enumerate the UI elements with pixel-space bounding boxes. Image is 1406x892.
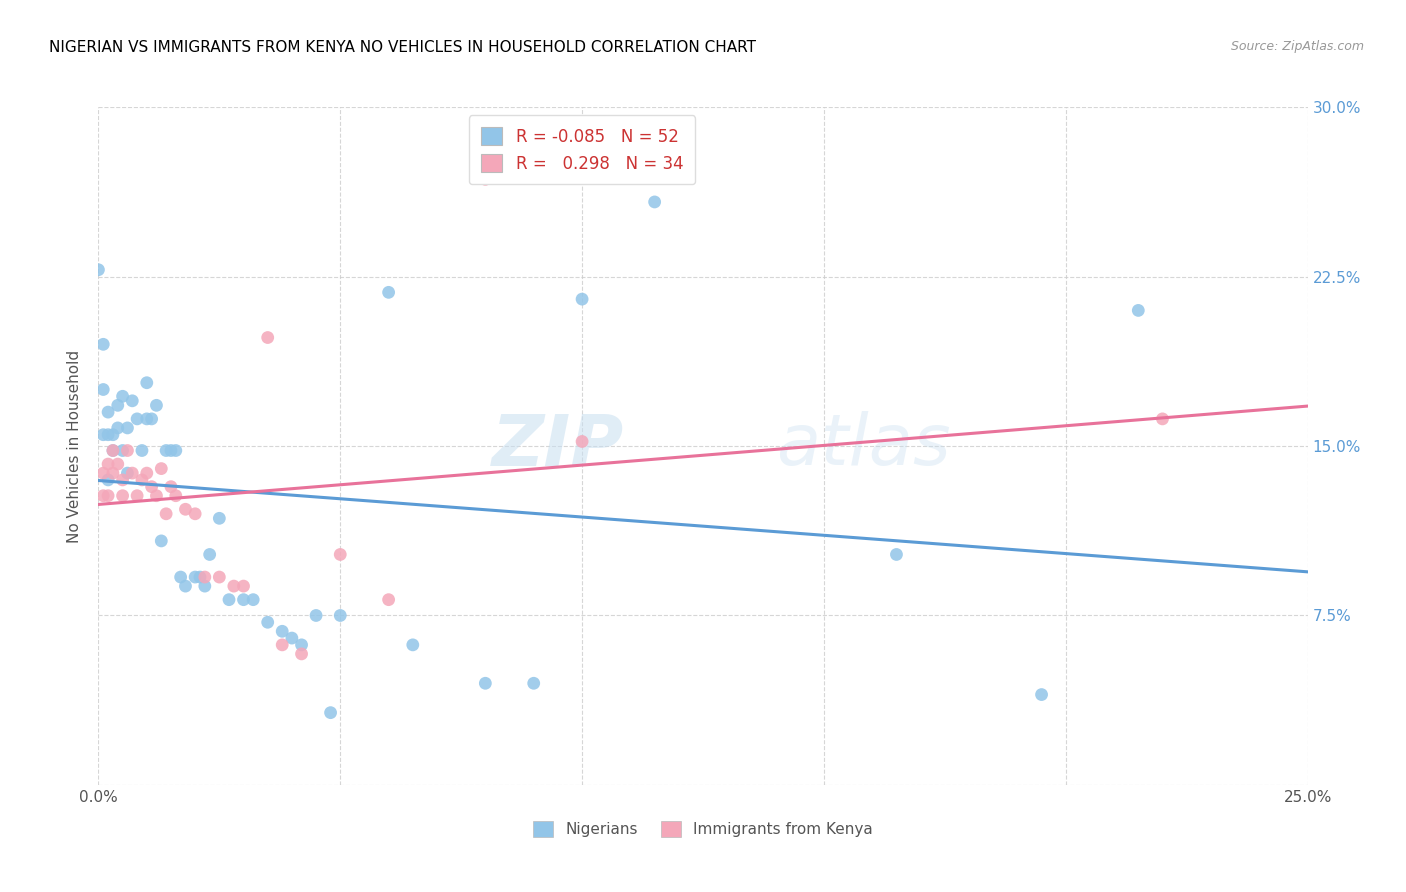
Point: [198, 548, 221, 562]
Point: [87, 262, 110, 277]
Point: [256, 330, 278, 344]
Point: [886, 548, 908, 562]
Point: [208, 570, 231, 584]
Point: [111, 489, 134, 503]
Point: [188, 570, 211, 584]
Point: [111, 389, 134, 403]
Point: [169, 570, 191, 584]
Point: [523, 676, 546, 690]
Point: [571, 292, 593, 306]
Point: [91, 337, 114, 351]
Point: [150, 533, 173, 548]
Point: [135, 376, 157, 390]
Point: [107, 457, 129, 471]
Point: [194, 579, 217, 593]
Point: [107, 421, 129, 435]
Point: [121, 466, 143, 480]
Point: [174, 579, 197, 593]
Point: [271, 638, 294, 652]
Point: [305, 608, 328, 623]
Text: NIGERIAN VS IMMIGRANTS FROM KENYA NO VEHICLES IN HOUSEHOLD CORRELATION CHART: NIGERIAN VS IMMIGRANTS FROM KENYA NO VEH…: [49, 40, 756, 55]
Point: [218, 592, 240, 607]
Point: [101, 443, 124, 458]
Point: [571, 434, 593, 449]
Y-axis label: No Vehicles in Household: No Vehicles in Household: [67, 350, 83, 542]
Point: [165, 489, 187, 503]
Point: [117, 443, 139, 458]
Point: [208, 511, 231, 525]
Point: [101, 443, 124, 458]
Point: [290, 647, 312, 661]
Point: [127, 412, 149, 426]
Point: [145, 398, 167, 412]
Point: [155, 443, 177, 458]
Point: [184, 570, 207, 584]
Point: [91, 466, 114, 480]
Point: [1152, 412, 1174, 426]
Point: [194, 570, 217, 584]
Point: [174, 502, 197, 516]
Point: [160, 480, 183, 494]
Point: [135, 412, 157, 426]
Point: [97, 427, 120, 442]
Text: Source: ZipAtlas.com: Source: ZipAtlas.com: [1230, 40, 1364, 54]
Point: [160, 443, 183, 458]
Point: [135, 466, 157, 480]
Point: [290, 638, 312, 652]
Point: [329, 608, 352, 623]
Text: ZIP: ZIP: [492, 411, 624, 481]
Point: [377, 592, 399, 607]
Point: [184, 507, 207, 521]
Point: [131, 443, 153, 458]
Point: [150, 461, 173, 475]
Point: [474, 172, 496, 186]
Point: [111, 473, 134, 487]
Point: [242, 592, 264, 607]
Point: [111, 443, 134, 458]
Point: [91, 383, 114, 397]
Point: [97, 489, 120, 503]
Point: [232, 592, 254, 607]
Point: [91, 427, 114, 442]
Point: [117, 421, 139, 435]
Point: [402, 638, 425, 652]
Point: [101, 427, 124, 442]
Point: [97, 473, 120, 487]
Point: [256, 615, 278, 630]
Point: [377, 285, 399, 300]
Point: [145, 489, 167, 503]
Point: [127, 489, 149, 503]
Legend: Nigerians, Immigrants from Kenya: Nigerians, Immigrants from Kenya: [526, 814, 880, 845]
Point: [117, 466, 139, 480]
Point: [121, 393, 143, 408]
Point: [281, 631, 304, 645]
Point: [131, 473, 153, 487]
Point: [141, 412, 163, 426]
Point: [474, 676, 496, 690]
Point: [107, 398, 129, 412]
Point: [165, 443, 187, 458]
Point: [1031, 688, 1053, 702]
Point: [97, 457, 120, 471]
Point: [101, 466, 124, 480]
Point: [97, 405, 120, 419]
Point: [271, 624, 294, 639]
Point: [232, 579, 254, 593]
Text: atlas: atlas: [776, 411, 950, 481]
Point: [155, 507, 177, 521]
Point: [222, 579, 245, 593]
Point: [329, 548, 352, 562]
Point: [91, 489, 114, 503]
Point: [1128, 303, 1150, 318]
Point: [644, 194, 666, 209]
Point: [319, 706, 342, 720]
Point: [141, 480, 163, 494]
